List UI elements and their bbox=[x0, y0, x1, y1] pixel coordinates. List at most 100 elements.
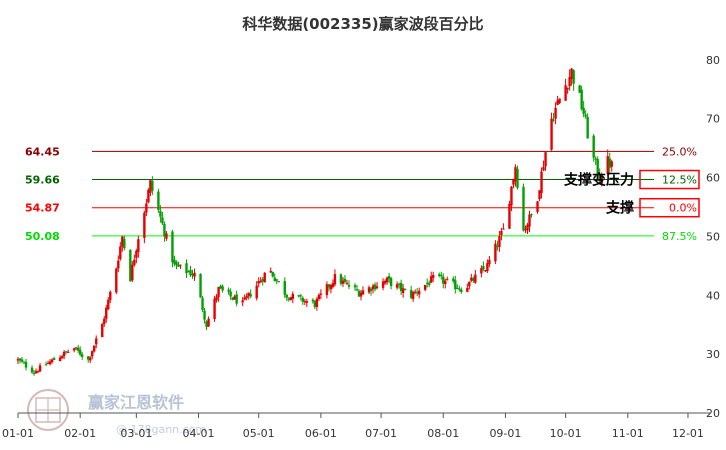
candle-body bbox=[556, 100, 559, 105]
candle-body bbox=[552, 119, 555, 121]
candle-body bbox=[542, 167, 545, 171]
candle-body bbox=[373, 284, 377, 290]
candle-body bbox=[221, 286, 224, 291]
level-percent-label: 25.0% bbox=[662, 145, 697, 158]
candle-body bbox=[540, 171, 543, 194]
candle-body bbox=[538, 190, 541, 200]
candle-body bbox=[468, 281, 471, 287]
candle-body bbox=[389, 277, 393, 287]
candle-body bbox=[149, 180, 152, 193]
candle-body bbox=[570, 68, 573, 80]
candle-body bbox=[52, 358, 56, 361]
level-percent-label: 0.0% bbox=[669, 202, 697, 215]
candle-body bbox=[375, 286, 379, 288]
candle-body bbox=[159, 211, 162, 217]
candle-body bbox=[269, 270, 272, 273]
candle-body bbox=[60, 356, 64, 359]
candle-body bbox=[185, 263, 188, 274]
candle-body bbox=[428, 282, 431, 285]
candle-body bbox=[145, 203, 148, 213]
level-percent-label: 87.5% bbox=[662, 230, 697, 243]
candle-body bbox=[582, 107, 585, 114]
candle-body bbox=[263, 272, 266, 283]
candle-body bbox=[339, 274, 343, 284]
candle-body bbox=[528, 214, 531, 227]
candle-body bbox=[34, 371, 38, 374]
candle-body bbox=[66, 351, 70, 353]
candle-body bbox=[44, 364, 48, 366]
candle-body bbox=[217, 287, 220, 298]
candle-body bbox=[115, 268, 118, 293]
candle-body bbox=[303, 301, 307, 303]
candle-body bbox=[484, 270, 487, 272]
candle-body bbox=[189, 269, 192, 276]
candle-body bbox=[544, 152, 547, 167]
candle-body bbox=[347, 284, 351, 287]
x-axis: 01-01 02-01 03-01 04-01 05-01 06-01 07-01 08-01… bbox=[2, 412, 710, 440]
candle-body bbox=[32, 372, 36, 374]
candle-body bbox=[510, 186, 513, 206]
candle-body bbox=[423, 284, 427, 290]
watermark-logo bbox=[27, 389, 69, 431]
candle-body bbox=[203, 310, 206, 320]
candle-body bbox=[502, 228, 505, 230]
candle-body bbox=[586, 117, 589, 139]
candle-body bbox=[580, 89, 583, 109]
candle-body bbox=[219, 285, 222, 289]
candle-body bbox=[72, 348, 76, 351]
candle-body bbox=[578, 85, 581, 93]
x-tick-label: 09-01 bbox=[489, 427, 521, 440]
annotation-box bbox=[639, 169, 700, 190]
candle-body bbox=[566, 88, 569, 90]
candle-body bbox=[341, 280, 345, 284]
candle-body bbox=[413, 291, 417, 293]
watermark: 赢家江恩软件 @ 178gann.com bbox=[27, 389, 206, 436]
candle-body bbox=[235, 294, 238, 304]
candle-body bbox=[395, 284, 399, 288]
candle-body bbox=[38, 365, 42, 372]
candle-body bbox=[482, 266, 485, 270]
candle-body bbox=[147, 189, 150, 203]
candle-body bbox=[472, 278, 475, 281]
candle-body bbox=[173, 259, 176, 264]
candle-body bbox=[536, 201, 539, 212]
candle-body bbox=[355, 289, 359, 291]
candle-body bbox=[512, 179, 515, 185]
candle-body bbox=[383, 280, 387, 284]
candle-body bbox=[131, 264, 134, 281]
candle-body bbox=[123, 239, 126, 249]
candle-body bbox=[325, 284, 329, 296]
candle-body bbox=[554, 107, 557, 119]
y-tick-label: 20 bbox=[706, 407, 720, 420]
candle-body bbox=[109, 291, 112, 300]
candle-body bbox=[432, 274, 435, 278]
candle-body bbox=[22, 362, 26, 364]
candle-body bbox=[24, 361, 28, 368]
candle-body bbox=[426, 282, 429, 284]
x-tick-label: 02-01 bbox=[64, 427, 96, 440]
level-percent-label: 12.5% bbox=[662, 174, 697, 187]
candle-body bbox=[500, 230, 503, 236]
candle-body bbox=[275, 279, 278, 281]
candle-body bbox=[30, 367, 34, 373]
candle-body bbox=[80, 354, 84, 357]
candle-body bbox=[315, 298, 319, 308]
candle-body bbox=[291, 293, 295, 299]
candle-body bbox=[558, 98, 561, 104]
candle-body bbox=[58, 357, 62, 362]
candle-body bbox=[594, 158, 597, 160]
y-tick-label: 60 bbox=[706, 172, 720, 185]
candle-body bbox=[442, 276, 445, 284]
candle-body bbox=[177, 264, 180, 267]
candle-body bbox=[119, 246, 122, 260]
candle-body bbox=[93, 345, 96, 352]
candle-body bbox=[215, 296, 218, 301]
x-tick-label: 05-01 bbox=[243, 427, 275, 440]
candle-body bbox=[409, 289, 413, 298]
candle-body bbox=[179, 264, 182, 266]
candle-body bbox=[385, 277, 389, 283]
candle-body bbox=[359, 292, 363, 297]
candle-body bbox=[460, 289, 463, 293]
annotation-label: 支撑变压力 bbox=[563, 172, 634, 189]
candle-body bbox=[444, 280, 447, 285]
